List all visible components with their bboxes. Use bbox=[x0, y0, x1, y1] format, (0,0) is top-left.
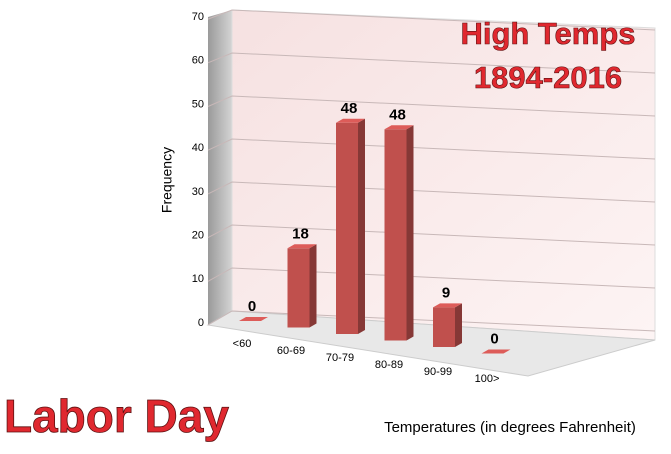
data-label: 0 bbox=[248, 298, 256, 315]
x-tick-label: 70-79 bbox=[326, 352, 354, 364]
y-tick-label: 50 bbox=[192, 98, 204, 110]
bar bbox=[384, 125, 414, 341]
y-axis-label: Frequency bbox=[159, 147, 175, 213]
bar bbox=[433, 303, 462, 347]
x-tick-label: 100> bbox=[475, 373, 500, 385]
grid-line bbox=[207, 95, 656, 117]
grid-line bbox=[207, 181, 656, 203]
data-label: 0 bbox=[490, 330, 498, 347]
bar bbox=[336, 118, 365, 334]
left-wall bbox=[208, 10, 232, 325]
y-tick-label: 40 bbox=[192, 142, 204, 154]
annotation: Labor Day bbox=[4, 390, 229, 442]
y-tick-label: 70 bbox=[192, 11, 204, 23]
grid-line bbox=[207, 52, 656, 74]
y-tick-label: 60 bbox=[192, 55, 204, 67]
bar bbox=[481, 349, 511, 354]
data-label: 48 bbox=[389, 106, 406, 123]
grid-line bbox=[207, 310, 656, 332]
grid-line bbox=[207, 138, 656, 160]
bar bbox=[239, 317, 268, 321]
data-label: 9 bbox=[442, 284, 450, 301]
bar bbox=[287, 244, 317, 328]
data-label: 48 bbox=[341, 100, 358, 117]
grid-line bbox=[207, 9, 656, 31]
y-tick-label: 10 bbox=[192, 273, 204, 285]
chart-subtitle: 1894-2016 bbox=[474, 60, 622, 95]
y-tick-label: 0 bbox=[198, 317, 204, 329]
x-tick-label: 90-99 bbox=[424, 366, 452, 378]
y-tick-label: 20 bbox=[192, 230, 204, 242]
grid-line bbox=[207, 224, 656, 246]
x-tick-label: 60-69 bbox=[277, 345, 305, 357]
data-label: 18 bbox=[292, 225, 309, 242]
chart-title: High Temps bbox=[460, 16, 635, 51]
x-tick-label: <60 bbox=[233, 338, 252, 350]
x-tick-label: 80-89 bbox=[375, 359, 403, 371]
grid-line bbox=[207, 267, 656, 289]
y-tick-label: 30 bbox=[192, 186, 204, 198]
x-axis-label: Temperatures (in degrees Fahrenheit) bbox=[384, 419, 636, 436]
